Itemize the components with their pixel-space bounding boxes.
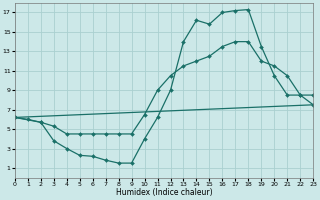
X-axis label: Humidex (Indice chaleur): Humidex (Indice chaleur)	[116, 188, 212, 197]
